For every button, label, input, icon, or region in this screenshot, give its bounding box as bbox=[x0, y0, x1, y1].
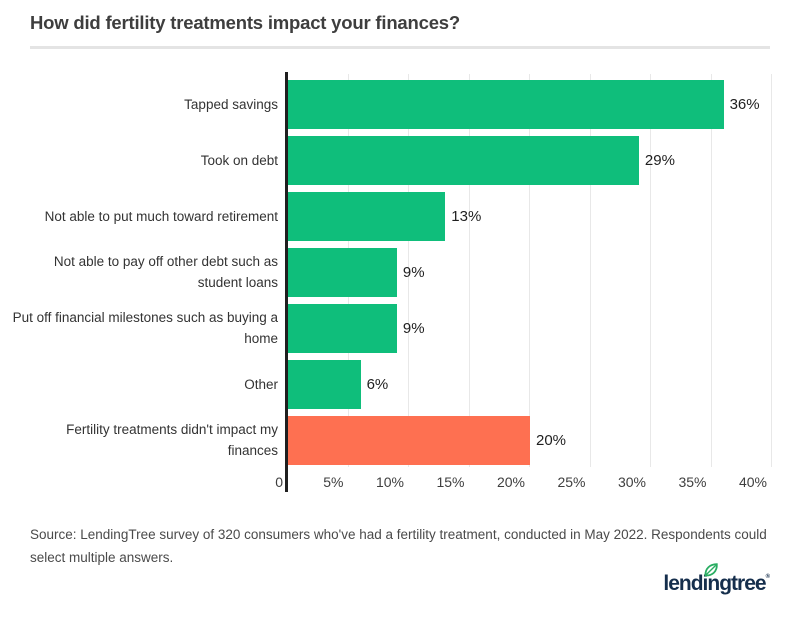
page-title: How did fertility treatments impact your… bbox=[30, 12, 460, 33]
tick-label: 5% bbox=[323, 474, 344, 490]
category-label: Fertility treatments didn't impact my fi… bbox=[66, 422, 278, 458]
tick-label: 15% bbox=[436, 474, 465, 490]
category-label: Not able to put much toward retirement bbox=[44, 208, 278, 224]
gridline bbox=[468, 74, 470, 467]
category-label: Took on debt bbox=[200, 152, 278, 168]
title-divider bbox=[30, 46, 770, 49]
tick-label: 25% bbox=[557, 474, 586, 490]
category-label: Put off financial milestones such as buy… bbox=[12, 310, 278, 346]
gridline bbox=[408, 74, 409, 467]
lendingtree-logo: lendingtree® bbox=[663, 563, 770, 606]
bar bbox=[288, 359, 361, 409]
value-label: 36% bbox=[729, 95, 760, 113]
tick-label: 35% bbox=[678, 474, 707, 490]
tick-label: 20% bbox=[496, 474, 525, 490]
bar-chart: 0 5% 10% 15% 20% 25% 30% 35% 40% Tapped savings 36… bbox=[12, 72, 772, 492]
logo-text: lendingtree bbox=[663, 572, 766, 595]
gridline bbox=[771, 74, 772, 467]
y-axis-line bbox=[285, 72, 288, 492]
value-label: 13% bbox=[451, 207, 482, 225]
value-label: 9% bbox=[402, 319, 425, 337]
value-label: 20% bbox=[536, 431, 567, 449]
leaf-icon bbox=[704, 563, 719, 577]
tick-label: 40% bbox=[738, 474, 767, 490]
bar bbox=[288, 191, 446, 241]
gridline bbox=[589, 74, 591, 467]
registered-mark-icon: ® bbox=[765, 574, 770, 580]
bar bbox=[288, 79, 724, 129]
category-label: Not able to pay off other debt such as s… bbox=[53, 254, 278, 290]
source-note: Source: LendingTree survey of 320 consum… bbox=[30, 527, 767, 565]
gridline bbox=[650, 74, 651, 467]
gridline bbox=[710, 74, 712, 467]
bar bbox=[288, 415, 530, 465]
bar bbox=[288, 247, 397, 297]
category-label: Other bbox=[244, 376, 278, 392]
tick-label: 0 bbox=[275, 474, 283, 490]
tick-label: 30% bbox=[617, 474, 646, 490]
bar bbox=[288, 135, 639, 185]
tick-label: 10% bbox=[375, 474, 404, 490]
value-label: 6% bbox=[366, 375, 389, 393]
gridline bbox=[529, 74, 530, 467]
value-label: 29% bbox=[644, 151, 675, 169]
bar bbox=[288, 303, 397, 353]
value-label: 9% bbox=[402, 263, 425, 281]
category-label: Tapped savings bbox=[184, 96, 278, 112]
